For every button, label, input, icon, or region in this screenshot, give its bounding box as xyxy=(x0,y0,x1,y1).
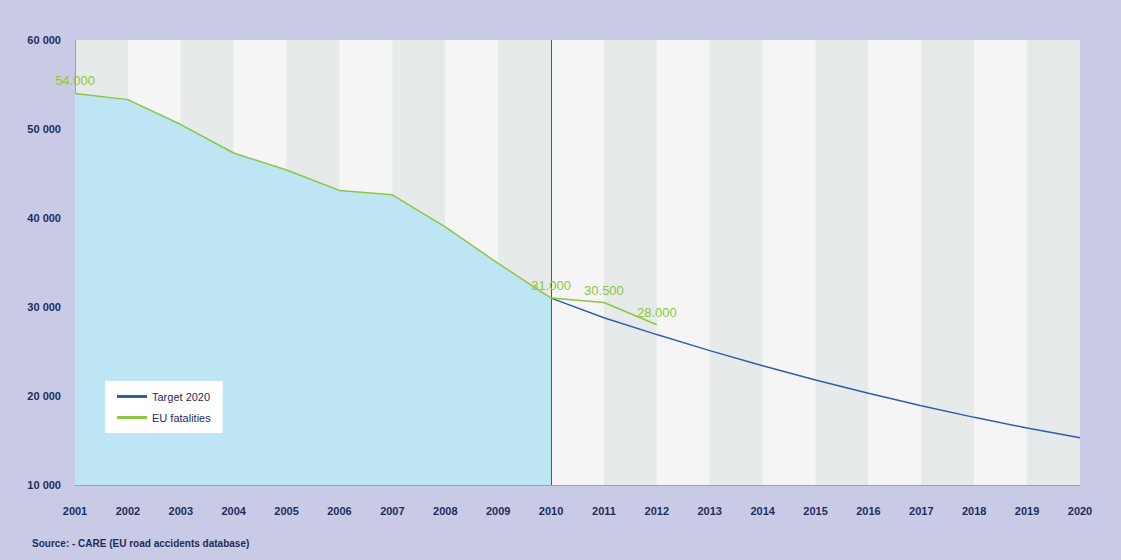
svg-text:2008: 2008 xyxy=(433,505,457,517)
svg-text:2012: 2012 xyxy=(645,505,669,517)
svg-text:2013: 2013 xyxy=(697,505,721,517)
svg-text:2010: 2010 xyxy=(539,505,563,517)
svg-text:2006: 2006 xyxy=(327,505,351,517)
svg-text:EU fatalities: EU fatalities xyxy=(152,412,211,424)
svg-text:2014: 2014 xyxy=(750,505,775,517)
svg-text:50 000: 50 000 xyxy=(27,123,61,135)
svg-text:Target 2020: Target 2020 xyxy=(152,391,210,403)
svg-text:2018: 2018 xyxy=(962,505,986,517)
svg-text:28.000: 28.000 xyxy=(637,305,677,320)
svg-text:2017: 2017 xyxy=(909,505,933,517)
svg-text:40 000: 40 000 xyxy=(27,212,61,224)
svg-text:30 000: 30 000 xyxy=(27,301,61,313)
svg-text:20 000: 20 000 xyxy=(27,390,61,402)
svg-text:2009: 2009 xyxy=(486,505,510,517)
svg-text:30.500: 30.500 xyxy=(584,283,624,298)
svg-text:54.000: 54.000 xyxy=(55,73,95,88)
svg-text:2004: 2004 xyxy=(221,505,246,517)
svg-text:2016: 2016 xyxy=(856,505,880,517)
svg-text:2001: 2001 xyxy=(63,505,87,517)
svg-text:60 000: 60 000 xyxy=(27,34,61,46)
svg-text:2002: 2002 xyxy=(116,505,140,517)
svg-text:2007: 2007 xyxy=(380,505,404,517)
svg-text:Source: - CARE (EU road accide: Source: - CARE (EU road accidents databa… xyxy=(32,538,249,549)
svg-text:2005: 2005 xyxy=(274,505,298,517)
svg-text:31.000: 31.000 xyxy=(531,278,571,293)
svg-text:2011: 2011 xyxy=(592,505,616,517)
svg-text:2003: 2003 xyxy=(169,505,193,517)
svg-text:2015: 2015 xyxy=(803,505,827,517)
svg-text:2020: 2020 xyxy=(1068,505,1092,517)
svg-text:10 000: 10 000 xyxy=(27,479,61,491)
svg-text:2019: 2019 xyxy=(1015,505,1039,517)
